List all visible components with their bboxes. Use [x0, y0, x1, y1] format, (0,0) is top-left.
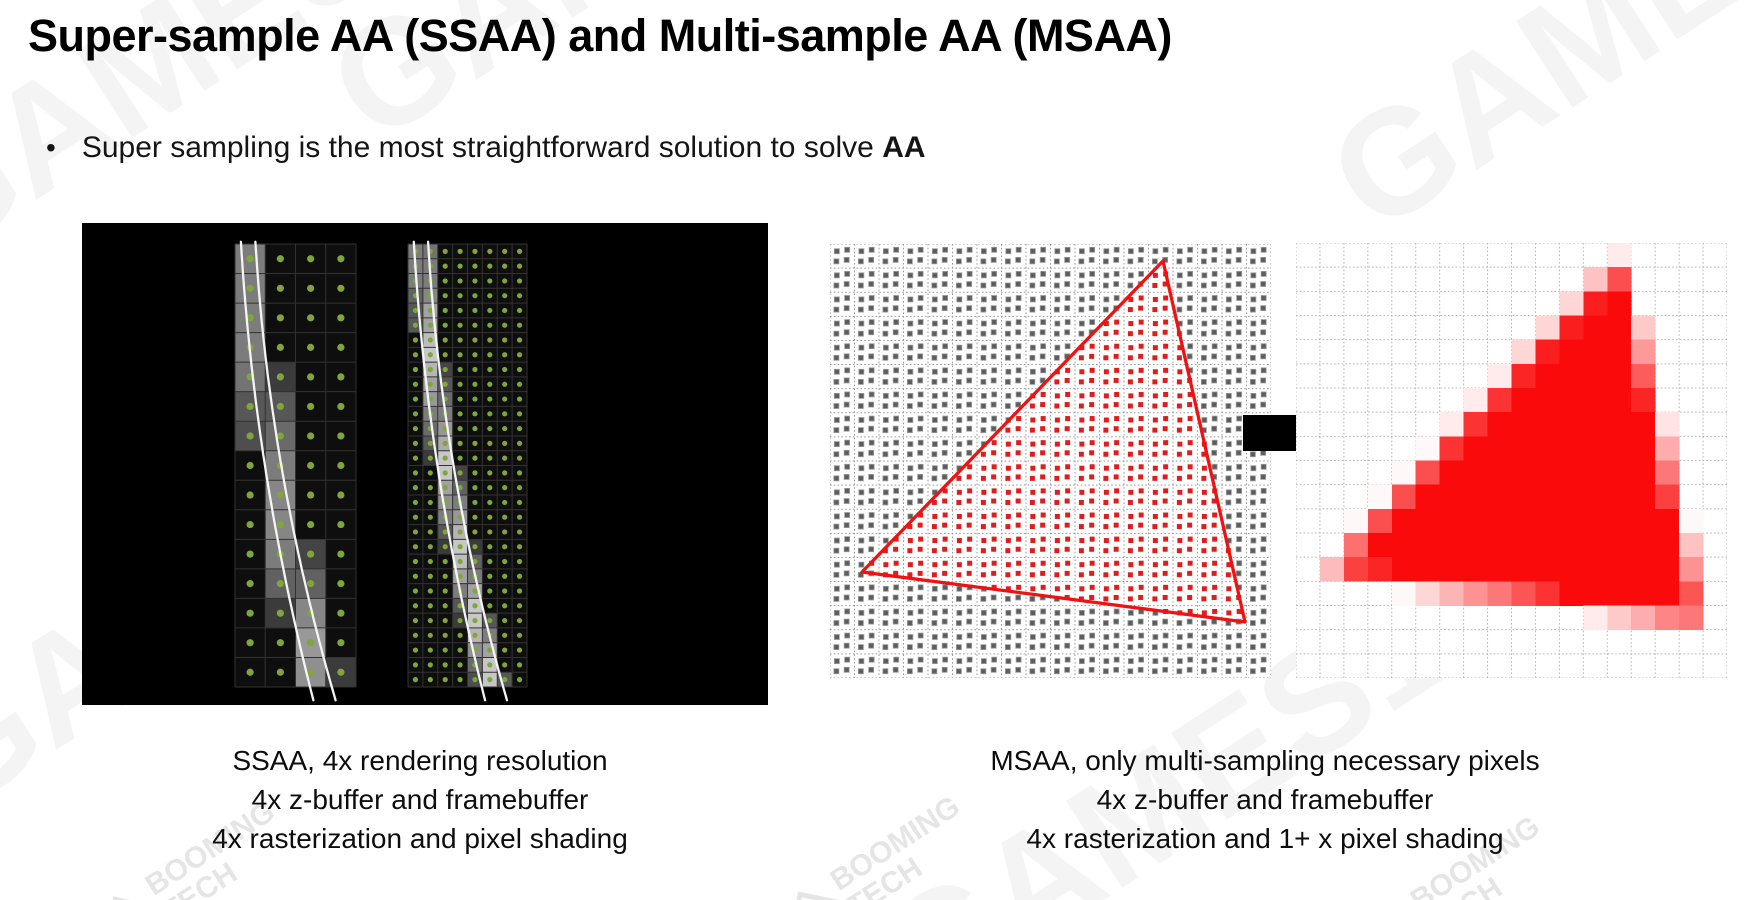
- bullet-marker: •: [46, 132, 56, 163]
- caption-line: 4x z-buffer and framebuffer: [251, 784, 589, 815]
- caption-line: 4x rasterization and pixel shading: [212, 823, 628, 854]
- caption-line: 4x z-buffer and framebuffer: [1096, 784, 1434, 815]
- watermark-course: GAMES104: [1300, 0, 1758, 265]
- caption-line: MSAA, only multi-sampling necessary pixe…: [990, 745, 1540, 776]
- ssaa-caption: SSAA, 4x rendering resolution 4x z-buffe…: [82, 741, 758, 858]
- caption-line: 4x rasterization and 1+ x pixel shading: [1026, 823, 1504, 854]
- ssaa-supersampling-figure: [82, 223, 768, 705]
- bullet-text: Super sampling is the most straightforwa…: [81, 131, 926, 164]
- bullet-item: • Super sampling is the most straightfor…: [46, 128, 926, 168]
- brand-diamond-icon: [104, 896, 153, 900]
- caption-line: SSAA, 4x rendering resolution: [232, 745, 608, 776]
- brand-diamond-icon: [789, 891, 838, 900]
- slide-title: Super-sample AA (SSAA) and Multi-sample …: [28, 10, 1172, 61]
- bullet-bold: AA: [882, 131, 926, 164]
- msaa-sample-grid-figure: [830, 244, 1271, 678]
- msaa-caption: MSAA, only multi-sampling necessary pixe…: [830, 741, 1700, 858]
- msaa-result-grid-figure: [1296, 243, 1727, 678]
